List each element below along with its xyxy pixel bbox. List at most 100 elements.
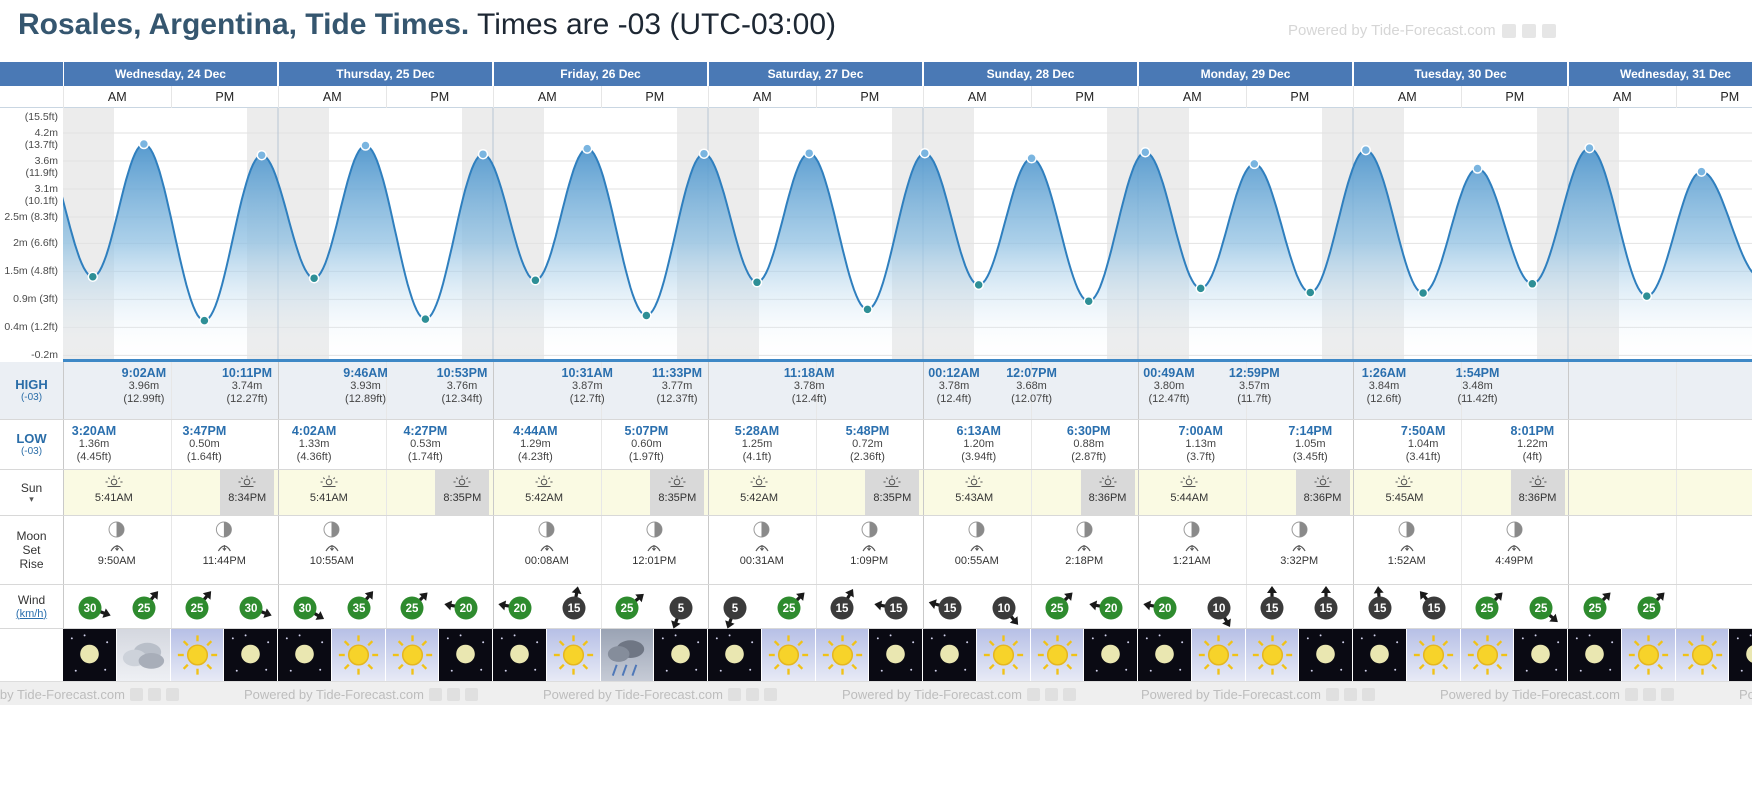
moon-time: 1:21AM <box>1172 555 1211 567</box>
watermark-text: Powered by Tide-Forecast.com <box>543 686 723 702</box>
wind-direction-arrow <box>928 599 940 609</box>
y-axis-label: 4.2m (13.7ft) <box>24 127 58 151</box>
tide-height-m: 1.13m <box>1185 438 1216 450</box>
wind-speed: 5 <box>732 603 739 615</box>
high-tide-marker <box>1584 142 1595 154</box>
tide-height-ft: (3.45ft) <box>1292 451 1328 463</box>
moon-set-rise-icon <box>325 545 339 552</box>
low-tide-entry: 5:28AM 1.25m (4.1ft) <box>735 425 779 464</box>
moon-phase-icon <box>753 521 770 538</box>
wind-speed: 35 <box>352 603 365 615</box>
am-label: AM <box>493 86 601 108</box>
wind-badge: 25 <box>390 585 434 634</box>
y-axis-label: 4.7m (15.5ft) <box>24 108 58 123</box>
high-tide-entry: 1:26AM 3.84m (12.6ft) <box>1362 367 1406 406</box>
low-tide-entry: 5:07PM 0.60m (1.97ft) <box>624 425 668 464</box>
page-title-times: Times are -03 (UTC-03:00) <box>469 8 837 41</box>
moon-label: Moon <box>16 529 47 543</box>
tide-time: 00:49AM <box>1143 366 1195 380</box>
weather-icon-day <box>1030 629 1084 681</box>
column-divider <box>278 420 279 469</box>
column-divider <box>1675 516 1677 584</box>
y-axis-label: 2.5m (8.3ft) <box>4 211 58 223</box>
column-divider <box>708 516 709 584</box>
low-tide-marker <box>641 310 652 321</box>
wind-direction-arrow <box>203 591 212 601</box>
column-divider <box>1353 362 1354 419</box>
wind-direction-arrow <box>99 608 111 618</box>
column-divider <box>170 420 172 469</box>
wind-unit-link[interactable]: (km/h) <box>15 607 48 620</box>
moon-entry: 1:52AM <box>1388 521 1426 567</box>
wind-direction-arrow <box>845 588 855 600</box>
wind-direction-arrow <box>571 586 582 598</box>
sunrise-time: 5:45AM <box>1385 492 1424 504</box>
am-label: AM <box>1568 86 1676 108</box>
tide-height-m: 3.68m <box>1016 380 1047 392</box>
pm-label: PM <box>600 86 709 108</box>
wind-direction-arrow <box>1009 615 1018 625</box>
chevron-down-icon[interactable]: ▾ <box>29 494 34 504</box>
social-icon <box>446 687 460 701</box>
sunrise-icon <box>965 475 983 487</box>
wind-direction-arrow <box>419 592 428 602</box>
watermark-footer: Powered by Tide-Forecast.com <box>1141 682 1375 705</box>
social-icon <box>1521 23 1536 38</box>
low-tide-entry: 4:44AM 1.29m (4.23ft) <box>513 425 557 464</box>
wind-speed: 15 <box>836 603 849 615</box>
sunset-time: 8:35PM <box>443 492 482 504</box>
watermark-footer: Powered by Tide-Forecast.com <box>842 682 1076 705</box>
column-divider <box>923 585 924 628</box>
low-tide-entry: 4:27PM 0.53m (1.74ft) <box>403 425 447 464</box>
wind-row-label: Wind (km/h) <box>0 585 63 628</box>
tide-height-ft: (12.4ft) <box>791 393 827 405</box>
social-icon <box>763 687 777 701</box>
y-axis-label: 0.9m (3ft) <box>13 293 58 306</box>
tide-height-m: 1.05m <box>1294 438 1326 450</box>
social-icon <box>165 687 179 701</box>
wind-direction-arrow <box>149 591 158 601</box>
sunrise-icon <box>750 475 768 487</box>
social-icon <box>745 687 759 701</box>
column-divider <box>1245 470 1247 515</box>
tide-height-ft: (4.23ft) <box>517 451 553 463</box>
y-axis-label: -0.2m (-0.6ft) <box>27 349 58 362</box>
column-divider <box>1138 516 1139 584</box>
social-icon <box>1642 687 1656 701</box>
tide-time: 9:46AM <box>343 366 388 380</box>
pm-label: PM <box>170 86 279 108</box>
moon-set-rise-icon <box>110 545 124 552</box>
sunset-entry: 8:35PM <box>650 470 705 515</box>
moon-time: 1:09PM <box>850 555 889 567</box>
column-divider <box>1245 585 1247 628</box>
pm-label: PM <box>385 86 494 108</box>
wind-speed: 25 <box>1642 603 1655 615</box>
wind-speed: 15 <box>943 603 956 615</box>
column-divider <box>278 516 279 584</box>
social-icon <box>1044 687 1058 701</box>
sunrise-time: 5:41AM <box>94 492 133 504</box>
social-icon <box>1501 23 1516 38</box>
sunrise-time: 5:43AM <box>955 492 994 504</box>
weather-icon-day <box>331 629 385 681</box>
tide-height-m: 0.53m <box>410 438 441 450</box>
wind-badge: 25 <box>1465 585 1509 634</box>
wind-direction-arrow <box>1655 592 1665 602</box>
column-divider <box>1030 420 1032 469</box>
sunrise-time: 5:42AM <box>525 492 564 504</box>
column-divider <box>493 470 494 515</box>
moon-entry: 10:55AM <box>310 521 354 567</box>
column-divider <box>493 362 494 419</box>
weather-icon-night <box>1299 629 1352 681</box>
column-divider <box>1138 470 1139 515</box>
tide-height-ft: (12.37ft) <box>656 393 698 405</box>
tide-height-ft: (12.99ft) <box>123 393 165 405</box>
tide-time: 8:01PM <box>1510 424 1555 438</box>
moon-set-rise-icon <box>1507 545 1521 552</box>
tide-height-ft: (12.27ft) <box>226 393 268 405</box>
tide-height-m: 3.76m <box>446 380 478 392</box>
low-tide-marker <box>973 279 984 291</box>
low-tide-marker <box>420 313 431 325</box>
weather-icon-night <box>439 629 492 681</box>
